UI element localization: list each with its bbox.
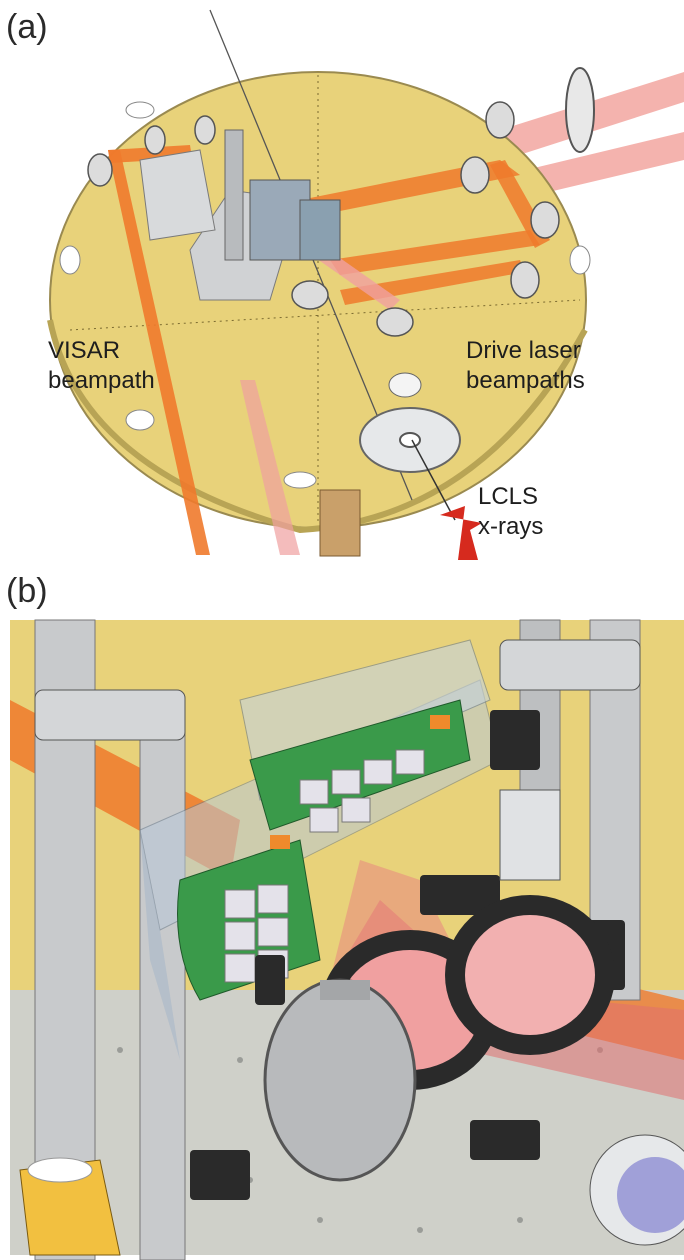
visar-beampath — [108, 145, 300, 555]
drive-laser-label-line1: Drive laser — [466, 337, 581, 364]
visar-label-line2: beampath — [48, 367, 155, 394]
lcls-label-line1: LCLS — [478, 483, 539, 510]
drive-laser-label-line2: beampaths — [466, 367, 585, 394]
lcls-label-line2: x-rays — [478, 513, 544, 540]
lcls-label: LCLS x-rays — [478, 482, 543, 542]
visar-label: VISAR beampath — [48, 336, 155, 396]
panel-a-label: (a) — [6, 8, 48, 46]
panel-b-label: (b) — [6, 572, 48, 610]
drive-laser-label: Drive laser beampaths — [466, 336, 585, 396]
lcls-xray-arrow — [440, 506, 482, 560]
visar-label-line1: VISAR — [48, 337, 121, 364]
panel-a-illustration — [47, 9, 684, 560]
